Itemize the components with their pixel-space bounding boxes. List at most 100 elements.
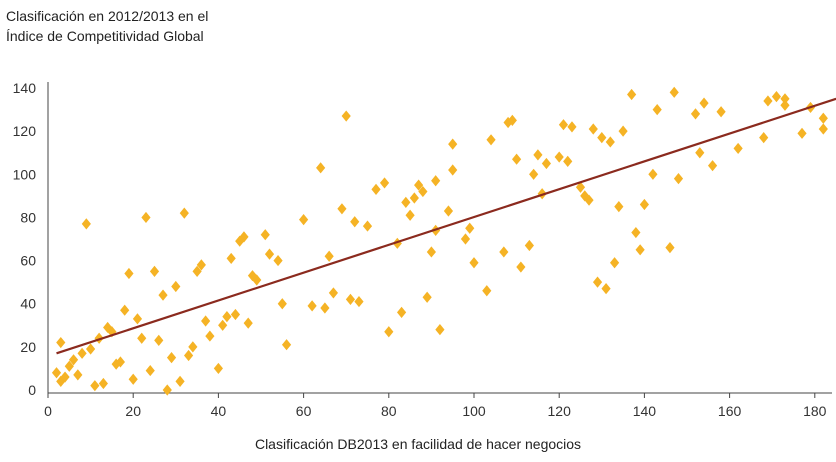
data-point bbox=[252, 274, 262, 286]
data-point bbox=[482, 285, 492, 297]
data-point bbox=[426, 246, 436, 258]
data-point bbox=[401, 196, 411, 208]
data-point bbox=[264, 248, 275, 260]
data-point bbox=[575, 181, 586, 193]
data-point bbox=[337, 203, 347, 215]
y-tick-label: 100 bbox=[13, 166, 37, 182]
data-point bbox=[205, 330, 215, 342]
trendline-group bbox=[56, 97, 836, 355]
data-point bbox=[648, 168, 658, 180]
data-point bbox=[188, 341, 198, 353]
data-point bbox=[699, 97, 709, 109]
data-point bbox=[409, 192, 419, 204]
data-point bbox=[422, 291, 432, 303]
data-point bbox=[592, 276, 603, 288]
data-point bbox=[171, 280, 181, 293]
data-point bbox=[448, 138, 458, 150]
data-point bbox=[524, 239, 534, 252]
data-point bbox=[192, 265, 202, 277]
data-point bbox=[137, 332, 147, 344]
data-point bbox=[81, 218, 91, 230]
data-point bbox=[201, 315, 211, 327]
data-point bbox=[469, 257, 479, 269]
data-point bbox=[307, 300, 317, 312]
data-point bbox=[350, 216, 360, 228]
data-point bbox=[639, 198, 649, 211]
x-tick-label: 160 bbox=[718, 403, 742, 419]
data-point bbox=[149, 265, 160, 277]
data-point bbox=[584, 194, 594, 206]
data-point bbox=[230, 308, 241, 321]
data-point bbox=[405, 209, 415, 221]
data-point bbox=[328, 287, 339, 299]
data-point bbox=[652, 103, 662, 116]
x-tick-label: 100 bbox=[462, 403, 486, 419]
data-point bbox=[669, 86, 679, 98]
data-point bbox=[128, 373, 138, 385]
data-point bbox=[213, 362, 223, 375]
data-point bbox=[354, 295, 364, 308]
data-point bbox=[56, 336, 66, 349]
data-point bbox=[558, 119, 569, 131]
data-point bbox=[56, 375, 66, 387]
data-point bbox=[533, 149, 543, 161]
data-point bbox=[183, 349, 194, 362]
data-point bbox=[273, 254, 283, 267]
y-axis-label: Clasificación en 2012/2013 en el Índice … bbox=[6, 6, 326, 46]
data-point bbox=[695, 147, 705, 159]
data-point bbox=[124, 267, 134, 280]
data-point bbox=[120, 304, 130, 316]
data-point bbox=[665, 242, 675, 254]
data-point bbox=[631, 226, 641, 239]
data-point bbox=[239, 231, 249, 243]
data-point bbox=[818, 123, 828, 135]
y-tick-label: 80 bbox=[20, 209, 36, 225]
data-point bbox=[77, 347, 87, 359]
data-point bbox=[516, 261, 526, 273]
x-tick-label: 60 bbox=[296, 403, 312, 419]
x-axis-ticks: 0 20 40 60 80 100 120 140 160 180 bbox=[44, 393, 827, 419]
trendline bbox=[56, 97, 836, 355]
data-point bbox=[580, 190, 590, 202]
data-point bbox=[141, 211, 151, 224]
data-point bbox=[609, 257, 620, 269]
y-tick-label: 0 bbox=[28, 382, 36, 398]
data-point bbox=[554, 151, 564, 163]
data-point bbox=[107, 326, 117, 338]
data-point bbox=[281, 339, 292, 351]
data-point bbox=[218, 319, 228, 331]
y-tick-label: 120 bbox=[13, 123, 37, 139]
data-point bbox=[396, 306, 407, 318]
data-point bbox=[759, 132, 769, 144]
data-point bbox=[226, 252, 236, 265]
data-point bbox=[716, 106, 726, 118]
data-point bbox=[529, 168, 539, 180]
data-point bbox=[673, 173, 684, 185]
data-point bbox=[320, 302, 330, 314]
data-point bbox=[115, 356, 126, 368]
data-point bbox=[418, 185, 428, 198]
data-point bbox=[507, 114, 517, 126]
data-point bbox=[601, 283, 611, 295]
data-point bbox=[260, 229, 270, 241]
data-point bbox=[371, 183, 381, 195]
data-point bbox=[68, 354, 79, 366]
data-point bbox=[158, 289, 168, 301]
data-point bbox=[64, 360, 74, 372]
data-point bbox=[707, 160, 718, 172]
data-point bbox=[162, 384, 172, 396]
x-axis-label: Clasificación DB2013 en facilidad de hac… bbox=[254, 436, 582, 452]
data-point bbox=[614, 201, 624, 213]
data-point bbox=[73, 369, 83, 381]
y-tick-label: 60 bbox=[20, 253, 36, 269]
data-point bbox=[588, 123, 598, 135]
data-point bbox=[145, 364, 155, 377]
data-point bbox=[618, 125, 628, 137]
data-point bbox=[222, 311, 232, 323]
data-point bbox=[627, 88, 637, 101]
data-point bbox=[196, 259, 206, 271]
data-point bbox=[605, 136, 615, 148]
data-point bbox=[771, 91, 782, 103]
data-point bbox=[247, 270, 258, 282]
